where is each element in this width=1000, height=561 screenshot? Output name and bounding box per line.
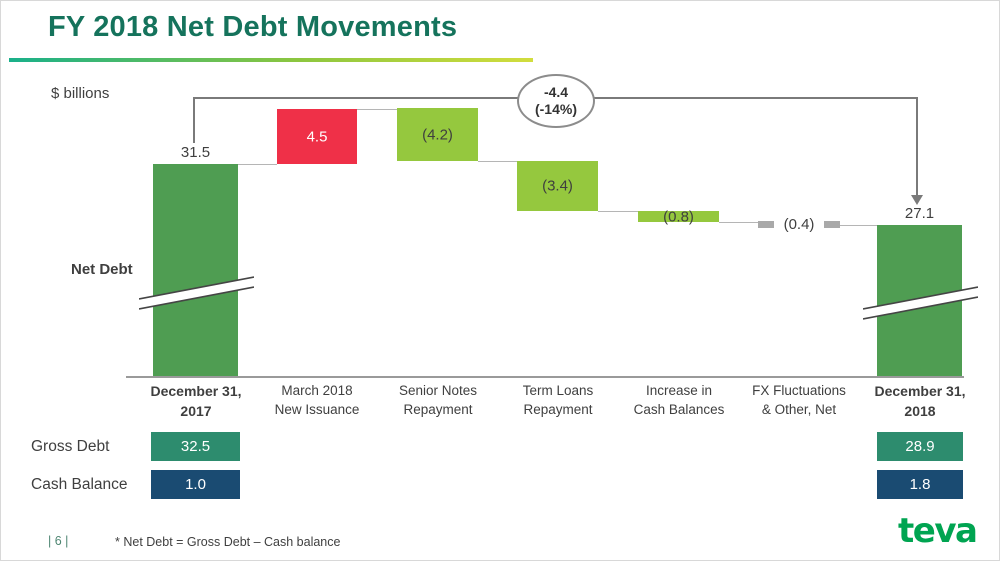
connector-line <box>357 109 397 110</box>
footnote: * Net Debt = Gross Debt – Cash balance <box>115 535 341 549</box>
net-debt-label: Net Debt <box>71 261 133 278</box>
gross-debt-end-box: 28.9 <box>877 432 963 461</box>
bar-value-label-end: 27.1 <box>904 205 935 222</box>
cash-balance-row-label: Cash Balance <box>31 476 128 493</box>
teva-logo: teva <box>898 511 978 551</box>
bar-fx-fluctuations: (0.4) <box>758 215 840 233</box>
axis-break-right-icon <box>863 286 978 320</box>
category-line: March 2018 <box>281 383 353 398</box>
category-line: Term Loans <box>522 383 594 398</box>
category-line: & Other, Net <box>761 401 837 417</box>
category-line: FX Fluctuations <box>752 383 846 398</box>
x-axis-line <box>126 376 964 378</box>
category-line: 2017 <box>180 402 212 419</box>
connector-line <box>719 222 758 223</box>
category-label-december-2018: December 31, 2018 <box>854 382 986 421</box>
page-title: FY 2018 Net Debt Movements <box>48 11 458 43</box>
category-label-new-issuance: March 2018 New Issuance <box>251 382 383 420</box>
category-label-cash-balances: Increase in Cash Balances <box>613 382 745 420</box>
bar-new-issuance: 4.5 <box>277 109 357 164</box>
bar-term-loans-repayment: (3.4) <box>517 161 598 211</box>
category-line: December 31, <box>874 383 966 399</box>
bracket-line-right <box>916 97 918 197</box>
connector-line <box>840 225 877 226</box>
category-line: 2018 <box>904 402 936 419</box>
category-line: Increase in <box>645 383 713 398</box>
bar-value-label-senior-notes: (4.2) <box>422 126 453 143</box>
connector-line <box>238 164 277 165</box>
net-change-annotation: -4.4 (-14%) <box>517 74 595 128</box>
fx-bar-left-dash <box>758 220 774 228</box>
gross-debt-start-box: 32.5 <box>151 432 240 461</box>
bar-value-label-start: 31.5 <box>180 144 211 161</box>
connector-line <box>478 161 517 162</box>
bracket-line-left <box>193 97 195 143</box>
cash-balance-start-box: 1.0 <box>151 470 240 499</box>
category-line: New Issuance <box>274 401 360 417</box>
bar-senior-notes-repayment: (4.2) <box>397 108 478 161</box>
bar-increase-cash-balances: (0.8) <box>638 208 719 225</box>
net-change-value: -4.4 <box>543 84 569 101</box>
axis-break-left-icon <box>139 276 254 310</box>
connector-line <box>598 211 638 212</box>
bar-december-2017 <box>153 164 238 376</box>
net-change-percent: (-14%) <box>534 101 577 117</box>
cash-balance-end-box: 1.8 <box>877 470 963 499</box>
units-label: $ billions <box>51 85 110 102</box>
arrow-down-icon <box>911 195 923 205</box>
category-label-senior-notes: Senior Notes Repayment <box>372 382 504 420</box>
gross-debt-row-label: Gross Debt <box>31 438 110 455</box>
category-label-fx-fluctuations: FX Fluctuations & Other, Net <box>733 382 865 420</box>
bar-value-label-new-issuance: 4.5 <box>306 128 328 145</box>
category-label-term-loans: Term Loans Repayment <box>492 382 624 420</box>
category-line: Repayment <box>523 401 593 417</box>
category-line: Repayment <box>403 401 473 417</box>
page-number: | 6 | <box>48 534 69 548</box>
category-line: Cash Balances <box>633 401 725 417</box>
bar-value-label-term-loans: (3.4) <box>542 177 573 195</box>
category-line: Senior Notes <box>398 383 478 398</box>
fx-bar-right-dash <box>824 220 840 228</box>
bar-value-label-cash-balances: (0.8) <box>663 208 694 225</box>
category-line: December 31, <box>150 383 242 399</box>
title-underline <box>9 58 533 62</box>
category-label-december-2017: December 31, 2017 <box>130 382 262 421</box>
bar-value-label-fx: (0.4) <box>783 215 815 233</box>
